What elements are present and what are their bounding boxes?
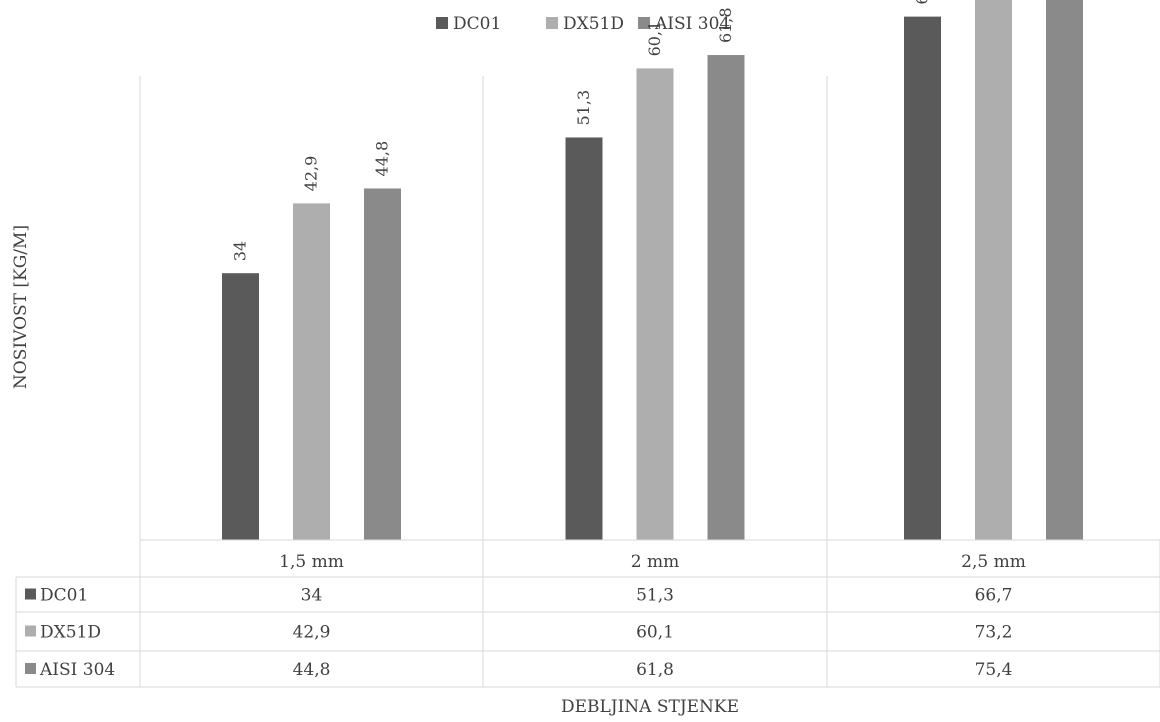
x-axis-label: DEBLJINA STJENKE (561, 697, 739, 717)
bar-dx51d-2-5-mm (975, 0, 1012, 540)
legend-swatch-dc01 (436, 17, 448, 29)
data-label: 42,9 (302, 156, 321, 192)
legend-label-dx51d: DX51D (563, 14, 624, 34)
table-cell: 51,3 (636, 586, 674, 606)
data-label: 51,3 (574, 90, 593, 126)
table-swatch-dx51d (25, 625, 36, 637)
table-row-label-dc01: DC01 (40, 586, 88, 606)
table-cell: 60,1 (636, 623, 674, 643)
table-cell: 34 (301, 586, 323, 606)
data-label: 61,8 (716, 7, 735, 43)
data-table: 1,5 mm 2 mm 2,5 mm DC01 34 51,3 66,7 DX51D 42,9 6… (15, 539, 1160, 688)
bar-dx51d-2-mm (636, 68, 674, 541)
table-cell: 44,8 (293, 660, 331, 680)
table-cell: 42,9 (293, 623, 331, 643)
bar-dx51d-1-5-mm (293, 203, 330, 540)
table-cell: 73,2 (975, 623, 1013, 643)
table-cell: 66,7 (975, 586, 1013, 606)
data-label: 66,7 (913, 0, 932, 5)
table-cell: 75,4 (975, 660, 1013, 680)
table-row-label-dx51d: DX51D (40, 623, 101, 643)
bar-dc01-2-5-mm (904, 16, 941, 540)
x-tick-label: 1,5 mm (279, 552, 344, 572)
legend-label-aisi-304: AISI 304 (654, 14, 730, 34)
table-swatch-aisi-304 (25, 663, 36, 674)
y-axis-label: NOSIVOST [KG/M] (11, 225, 31, 389)
legend: DC01 DX51D AISI 304 (436, 14, 730, 34)
legend-label-dc01: DC01 (453, 14, 501, 34)
bar-aisi-304-1-5-mm (364, 188, 401, 540)
table-cell: 61,8 (636, 660, 674, 680)
data-label: 34 (231, 241, 250, 261)
table-row-label-aisi-304: AISI 304 (39, 660, 115, 680)
legend-swatch-aisi-304 (638, 17, 650, 29)
bar-aisi-304-2-mm (707, 55, 745, 541)
data-label: 60,1 (645, 21, 664, 57)
bar-aisi-304-2-5-mm (1046, 0, 1083, 541)
table-swatch-dc01 (25, 588, 36, 600)
data-label: 44,8 (373, 141, 392, 177)
x-tick-label: 2,5 mm (961, 552, 1026, 572)
legend-swatch-dx51d (546, 17, 558, 29)
bar-dc01-1-5-mm (222, 273, 259, 540)
x-tick-label: 2 mm (631, 552, 679, 572)
bar-dc01-2-mm (565, 137, 603, 540)
